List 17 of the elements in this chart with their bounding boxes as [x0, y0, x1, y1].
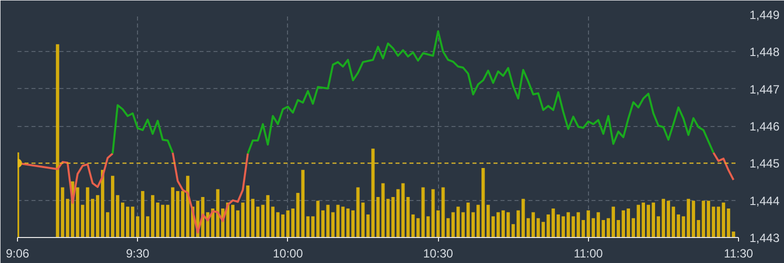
- y-tick-label: 1,449: [750, 8, 780, 22]
- line-series: [172, 152, 249, 234]
- line-series: [112, 104, 174, 155]
- y-tick-label: 1,448: [750, 45, 780, 60]
- x-tick-label: 11:00: [574, 246, 604, 260]
- y-tick-label: 1,443: [750, 231, 780, 245]
- y-tick-label: 1,444: [750, 194, 780, 208]
- y-tick-label: 1,447: [750, 82, 780, 96]
- x-tick-label: 10:00: [272, 246, 304, 260]
- x-tick-label: 10:30: [423, 246, 454, 260]
- x-tick-label: 9:06: [6, 246, 30, 260]
- x-tick-label: 11:30: [724, 246, 754, 260]
- line-series: [712, 152, 734, 181]
- y-tick-label: 1,446: [750, 120, 780, 134]
- line-series: [246, 30, 714, 155]
- y-tick-label: 1,445: [750, 156, 780, 171]
- x-tick-label: 9:30: [126, 246, 150, 260]
